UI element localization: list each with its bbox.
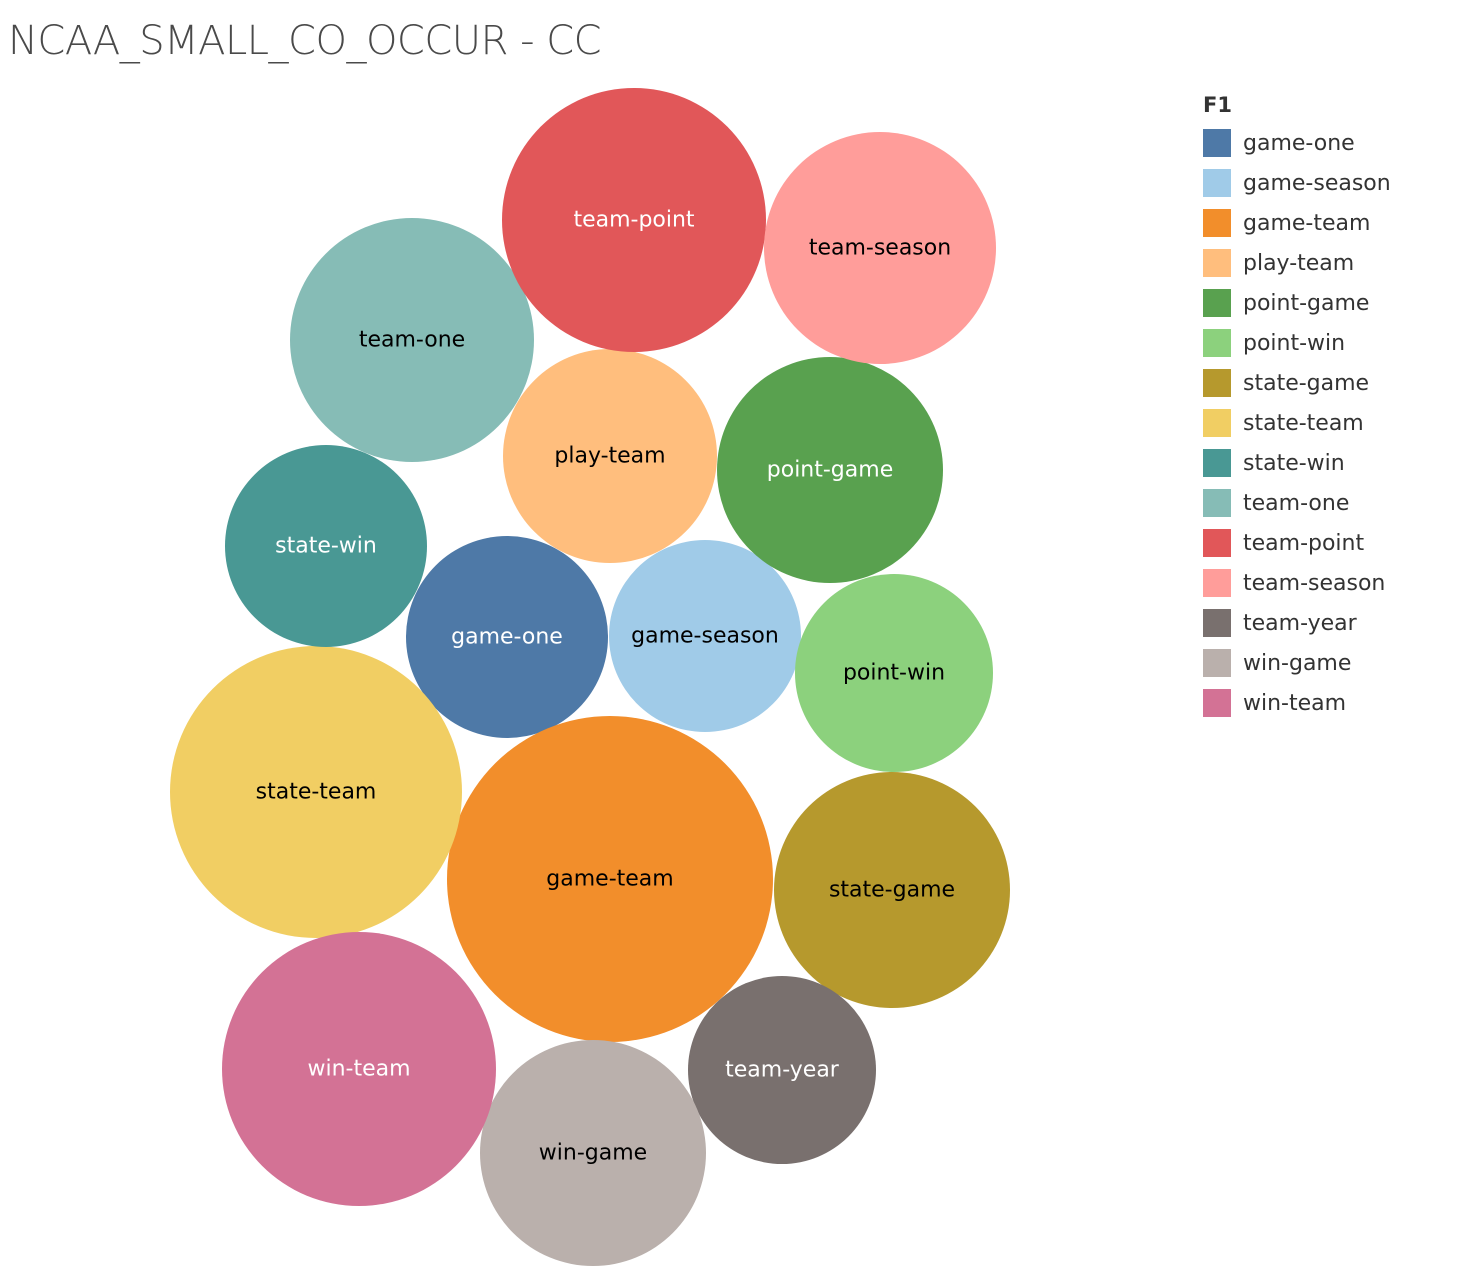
legend-label: win-game <box>1243 650 1352 676</box>
bubble-game-team[interactable] <box>447 716 773 1042</box>
legend-swatch <box>1203 169 1231 197</box>
legend-label: team-one <box>1243 490 1350 516</box>
bubble-team-year[interactable] <box>688 976 876 1164</box>
legend-swatch <box>1203 329 1231 357</box>
legend-item-team-one[interactable]: team-one <box>1203 483 1391 523</box>
legend-label: game-team <box>1243 210 1371 236</box>
legend-item-play-team[interactable]: play-team <box>1203 243 1391 283</box>
bubble-label-state-win: state-win <box>275 534 377 559</box>
legend-swatch <box>1203 489 1231 517</box>
bubble-chart: game-one game-season game-team play-team poi… <box>170 88 1010 1266</box>
legend-label: state-game <box>1243 370 1370 396</box>
legend-swatch <box>1203 369 1231 397</box>
chart-title: NCAA_SMALL_CO_OCCUR - CC <box>8 18 602 64</box>
legend-item-team-point[interactable]: team-point <box>1203 523 1391 563</box>
bubble-win-team[interactable] <box>222 932 496 1206</box>
bubble-win-game[interactable] <box>480 1040 706 1266</box>
legend-label: team-year <box>1243 610 1357 636</box>
bubble-point-win[interactable] <box>795 574 993 772</box>
legend-item-win-game[interactable]: win-game <box>1203 643 1391 683</box>
bubble-label-game-season: game-season <box>631 624 779 649</box>
bubble-label-team-point: team-point <box>573 208 694 233</box>
legend-swatch <box>1203 649 1231 677</box>
bubble-label-point-win: point-win <box>843 661 945 686</box>
legend-label: point-win <box>1243 330 1346 356</box>
legend-label: team-season <box>1243 570 1386 596</box>
legend-item-game-team[interactable]: game-team <box>1203 203 1391 243</box>
bubble-label-point-game: point-game <box>767 458 893 483</box>
bubble-label-team-one: team-one <box>359 328 465 353</box>
legend-swatch <box>1203 689 1231 717</box>
bubble-state-game[interactable] <box>774 772 1010 1008</box>
legend-swatch <box>1203 529 1231 557</box>
bubble-label-game-team: game-team <box>546 867 673 892</box>
legend-item-win-team[interactable]: win-team <box>1203 683 1391 723</box>
bubble-label-play-team: play-team <box>554 444 665 469</box>
legend-item-point-game[interactable]: point-game <box>1203 283 1391 323</box>
legend-swatch <box>1203 249 1231 277</box>
bubble-team-point[interactable] <box>502 88 766 352</box>
legend-label: state-win <box>1243 450 1345 476</box>
legend-item-state-team[interactable]: state-team <box>1203 403 1391 443</box>
legend-swatch <box>1203 129 1231 157</box>
legend-swatch <box>1203 289 1231 317</box>
bubble-team-season[interactable] <box>764 132 996 364</box>
legend-swatch <box>1203 449 1231 477</box>
bubble-label-team-year: team-year <box>725 1058 840 1083</box>
legend-label: play-team <box>1243 250 1355 276</box>
legend-item-state-game[interactable]: state-game <box>1203 363 1391 403</box>
bubble-label-win-team: win-team <box>307 1057 410 1082</box>
legend-label: state-team <box>1243 410 1364 436</box>
bubble-label-game-one: game-one <box>451 625 563 650</box>
legend-label: game-season <box>1243 170 1391 196</box>
bubble-game-one[interactable] <box>406 536 608 738</box>
bubble-label-win-game: win-game <box>539 1141 647 1166</box>
legend-item-team-year[interactable]: team-year <box>1203 603 1391 643</box>
legend-swatch <box>1203 609 1231 637</box>
bubble-point-game[interactable] <box>717 357 943 583</box>
legend-item-state-win[interactable]: state-win <box>1203 443 1391 483</box>
bubble-label-team-season: team-season <box>809 236 951 261</box>
legend-item-point-win[interactable]: point-win <box>1203 323 1391 363</box>
legend-swatch <box>1203 209 1231 237</box>
bubble-state-team[interactable] <box>170 646 462 938</box>
legend-item-team-season[interactable]: team-season <box>1203 563 1391 603</box>
legend-items: game-one game-season game-team play-team poi… <box>1203 123 1391 723</box>
legend-label: win-team <box>1243 690 1347 716</box>
legend-swatch <box>1203 569 1231 597</box>
bubble-game-season[interactable] <box>609 540 801 732</box>
legend-label: game-one <box>1243 130 1355 156</box>
bubble-state-win[interactable] <box>225 445 427 647</box>
bubble-play-team[interactable] <box>503 349 717 563</box>
legend-label: team-point <box>1243 530 1365 556</box>
legend: F1 game-one game-season game-team play-team… <box>1203 93 1391 723</box>
bubble-label-state-game: state-game <box>829 878 955 903</box>
legend-title: F1 <box>1203 93 1232 117</box>
legend-item-game-season[interactable]: game-season <box>1203 163 1391 203</box>
bubble-team-one[interactable] <box>290 218 534 462</box>
legend-swatch <box>1203 409 1231 437</box>
bubble-label-state-team: state-team <box>256 780 377 805</box>
legend-item-game-one[interactable]: game-one <box>1203 123 1391 163</box>
legend-label: point-game <box>1243 290 1370 316</box>
